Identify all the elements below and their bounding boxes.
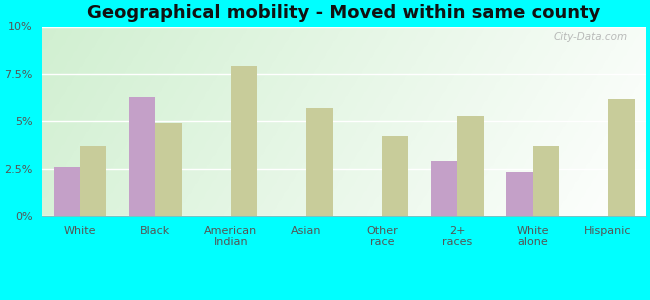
Bar [129,97,155,216]
Bar [382,136,408,216]
Bar [80,146,107,216]
Bar [506,172,532,216]
Bar [532,146,559,216]
Text: City-Data.com: City-Data.com [554,32,628,42]
Bar [608,98,634,216]
Legend: Highland Springs, VA, Virginia: Highland Springs, VA, Virginia [211,299,478,300]
Bar [306,108,333,216]
Bar [231,66,257,216]
Title: Geographical mobility - Moved within same county: Geographical mobility - Moved within sam… [87,4,601,22]
Bar [457,116,484,216]
Bar [431,161,457,216]
Bar [155,123,182,216]
Bar [53,167,80,216]
